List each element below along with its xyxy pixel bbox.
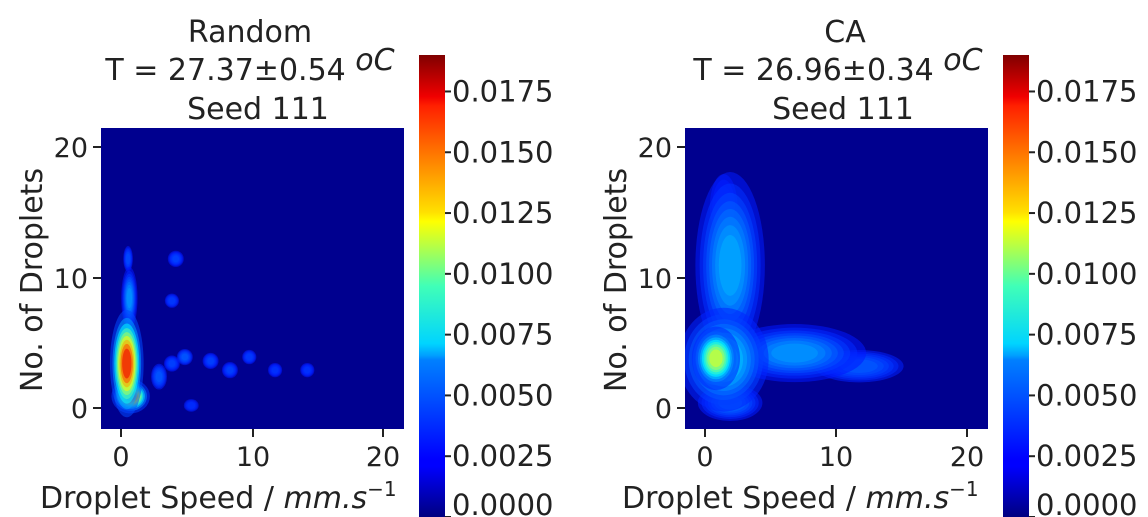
density-peak (242, 349, 257, 365)
colorbar-tick-label: 0.0075 (1036, 318, 1137, 352)
density-contour (226, 366, 234, 374)
colorbar-ticks: 0.0000 0.0025 0.0050 0.0075 0.0100 0.0125 0.01… (1029, 74, 1137, 517)
colorbar-gradient (1003, 55, 1029, 517)
density-peak (151, 363, 167, 390)
x-axis: 0 10 20 Droplet Speed / mm.s−1 (40, 429, 400, 516)
density-contour (271, 366, 279, 374)
plot-area (685, 128, 988, 429)
chart-title-line3: Seed 111 (772, 92, 914, 127)
x-axis: 0 10 20 Droplet Speed / mm.s−1 (622, 429, 984, 516)
heatmap-density (685, 172, 904, 422)
colorbar-tick-label: 0.0175 (452, 74, 553, 108)
y-tick-label: 10 (638, 264, 672, 295)
chart-title-unit: oC (943, 43, 982, 78)
density-peak (167, 250, 184, 267)
colorbar: 0.0000 0.0025 0.0050 0.0075 0.0100 0.0125 0.01… (419, 55, 553, 517)
panel-ca: CA T = 26.96±0.34 oC Seed 111 0 10 20 No… (599, 15, 1137, 517)
colorbar-ticks: 0.0000 0.0025 0.0050 0.0075 0.0100 0.0125 0.01… (445, 74, 553, 517)
density-contour (122, 348, 132, 379)
x-tick-label: 20 (950, 442, 984, 473)
density-peak (268, 362, 283, 378)
colorbar-tick-label: 0.0000 (1036, 488, 1137, 517)
x-axis-label: Droplet Speed / mm.s−1 (40, 477, 397, 516)
y-axis: 0 10 20 No. of Droplets (599, 133, 685, 425)
colorbar-tick-label: 0.0050 (1036, 378, 1137, 412)
density-contour (718, 234, 742, 296)
colorbar-tick-label: 0.0125 (452, 196, 553, 230)
plot-area (101, 128, 404, 429)
x-axis-label-exp: −1 (949, 477, 978, 501)
y-axis-label: No. of Droplets (599, 168, 634, 392)
density-peak (221, 362, 238, 379)
chart-title-line1: Random (188, 15, 312, 50)
x-axis-label-main: Droplet Speed / (40, 481, 284, 516)
colorbar-tick-label: 0.0175 (1036, 74, 1137, 108)
density-contour (181, 353, 189, 361)
colorbar-tick-label: 0.0125 (1036, 196, 1137, 230)
y-tick-label: 20 (54, 133, 88, 164)
colorbar-tick-label: 0.0150 (1036, 135, 1137, 169)
density-peak (723, 324, 867, 383)
colorbar-tick-label: 0.0025 (1036, 439, 1137, 473)
density-peak (202, 352, 219, 370)
x-tick-label: 10 (819, 442, 853, 473)
density-contour (168, 360, 176, 367)
plot-background (101, 128, 404, 429)
colorbar-gradient (419, 55, 445, 517)
density-contour (771, 343, 818, 363)
chart-title-temp: T = 27.37±0.54 (104, 53, 355, 88)
density-peak (300, 362, 315, 378)
density-peak (164, 293, 179, 308)
chart-title-line3: Seed 111 (187, 92, 329, 127)
colorbar-tick-label: 0.0100 (452, 257, 553, 291)
x-axis-label-unit: mm.s (284, 481, 368, 516)
x-tick-label: 0 (112, 442, 129, 473)
y-tick-label: 10 (54, 264, 88, 295)
y-tick-label: 0 (71, 394, 88, 425)
density-peak (183, 399, 199, 412)
colorbar-tick-label: 0.0100 (1036, 257, 1137, 291)
chart-title-unit: oC (355, 43, 394, 78)
density-contour (168, 297, 176, 305)
density-contour (126, 287, 133, 309)
colorbar-tick-label: 0.0075 (452, 318, 553, 352)
density-peak (109, 309, 144, 418)
y-tick-label: 0 (655, 394, 672, 425)
x-tick-label: 20 (366, 442, 400, 473)
chart-title-line2: T = 26.96±0.34 oC (692, 43, 982, 88)
density-peak (163, 355, 180, 372)
x-tick-label: 0 (696, 442, 713, 473)
density-contour (709, 349, 723, 368)
y-axis-label: No. of Droplets (15, 168, 50, 392)
x-axis-label: Droplet Speed / mm.s−1 (622, 477, 979, 516)
density-peak (691, 326, 741, 391)
density-contour (207, 357, 214, 365)
y-axis: 0 10 20 No. of Droplets (15, 133, 101, 425)
x-axis-label-exp: −1 (367, 477, 396, 501)
density-contour (126, 253, 131, 265)
density-contour (172, 255, 180, 263)
density-peak (123, 245, 133, 272)
colorbar-tick-label: 0.0000 (452, 488, 553, 517)
panel-random: Random T = 27.37±0.54 oC Seed 111 0 10 2… (15, 15, 553, 517)
colorbar: 0.0000 0.0025 0.0050 0.0075 0.0100 0.0125 0.01… (1003, 55, 1137, 517)
x-axis-label-unit: mm.s (866, 481, 950, 516)
density-contour (155, 371, 163, 383)
chart-title-line1: CA (824, 15, 866, 50)
chart-title-line2: T = 27.37±0.54 oC (104, 43, 394, 88)
x-axis-label-main: Droplet Speed / (622, 481, 866, 516)
heatmap-density (109, 245, 315, 418)
colorbar-tick-label: 0.0050 (452, 378, 553, 412)
density-peak (695, 172, 765, 359)
colorbar-tick-label: 0.0025 (452, 439, 553, 473)
density-peak (176, 348, 193, 366)
density-contour (187, 402, 196, 409)
y-tick-label: 20 (638, 133, 672, 164)
density-contour (303, 366, 311, 374)
density-contour (245, 353, 253, 361)
x-tick-label: 10 (236, 442, 270, 473)
colorbar-tick-label: 0.0150 (452, 135, 553, 169)
chart-title-temp: T = 26.96±0.34 (692, 53, 943, 88)
